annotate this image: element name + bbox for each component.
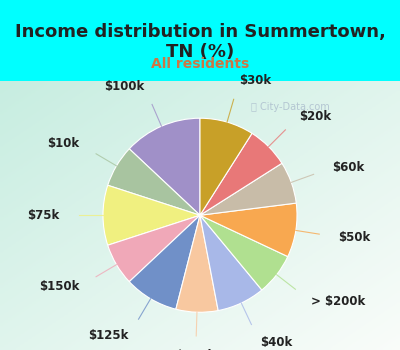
Wedge shape [200, 203, 297, 257]
Text: $20k: $20k [299, 110, 331, 122]
Text: $60k: $60k [332, 161, 364, 174]
Wedge shape [129, 118, 200, 215]
Wedge shape [108, 215, 200, 282]
Text: $150k: $150k [39, 280, 79, 293]
Wedge shape [176, 215, 218, 312]
Wedge shape [200, 118, 252, 215]
Text: $75k: $75k [28, 209, 60, 222]
Text: ⓘ City-Data.com: ⓘ City-Data.com [251, 102, 329, 112]
Wedge shape [108, 149, 200, 215]
Text: $200k: $200k [176, 349, 216, 350]
Text: $40k: $40k [260, 336, 292, 349]
Wedge shape [200, 215, 262, 310]
Text: > $200k: > $200k [311, 295, 365, 308]
Wedge shape [200, 215, 288, 290]
Text: $50k: $50k [338, 231, 371, 244]
Wedge shape [200, 133, 282, 215]
Wedge shape [200, 163, 296, 215]
Text: $10k: $10k [47, 138, 79, 150]
Text: $30k: $30k [239, 74, 271, 87]
Text: All residents: All residents [151, 57, 249, 71]
Text: $125k: $125k [88, 329, 129, 342]
Wedge shape [129, 215, 200, 309]
Text: $100k: $100k [104, 80, 144, 93]
Text: Income distribution in Summertown,
TN (%): Income distribution in Summertown, TN (%… [14, 22, 386, 61]
Wedge shape [103, 185, 200, 245]
